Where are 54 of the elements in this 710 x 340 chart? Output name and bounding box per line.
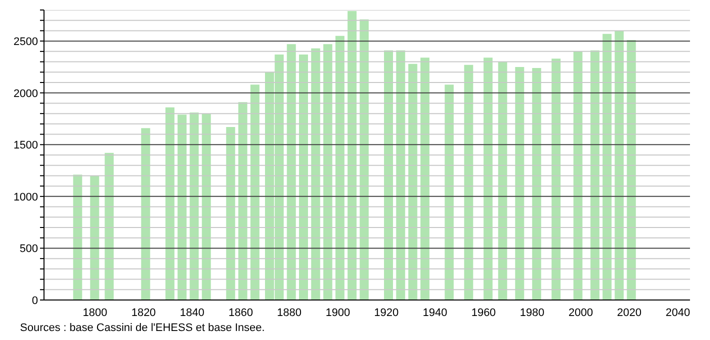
bar [484,58,493,300]
x-tick-label: 1940 [422,306,448,319]
y-tick-label: 500 [20,243,38,256]
bar [73,174,82,300]
bar [323,44,332,300]
y-tick-label: 2500 [14,36,38,48]
bar [464,64,474,300]
x-tick-label: 1860 [228,306,253,319]
bar [165,107,174,300]
bar [178,114,187,300]
bar [202,114,211,300]
x-tick-label: 1880 [277,306,302,319]
y-tick-label: 1000 [14,191,38,204]
bar [498,62,508,300]
bar [384,50,393,300]
bar [590,50,600,300]
bar [444,84,454,300]
bar [552,58,561,300]
x-tick-label: 1840 [180,306,204,319]
bar [532,68,542,300]
bar [238,102,248,300]
y-tick-label: 0 [32,294,38,307]
bar [311,48,320,300]
bar [190,112,199,300]
bar [573,51,582,300]
bar [226,127,236,300]
bar [408,64,418,300]
x-tick-label: 1820 [131,306,156,319]
y-tick-label: 2000 [14,88,38,100]
bar [348,11,357,300]
bar [104,152,114,300]
bar [141,128,150,300]
y-tick-label: 1500 [14,140,38,152]
bar [515,66,524,300]
x-tick-label: 2000 [568,306,593,319]
bar [420,58,430,300]
x-tick-label: 1900 [326,306,350,319]
bar [396,50,406,300]
bar [360,19,369,300]
x-tick-label: 1960 [471,306,496,319]
bar [250,84,260,300]
bar [335,36,344,300]
bar [626,40,636,300]
x-tick-label: 1800 [82,306,108,319]
bar [90,176,100,300]
source-note: Sources : base Cassini de l'EHESS et base Insee. [20,322,265,334]
x-tick-label: 2040 [666,306,690,319]
x-tick-label: 2020 [617,306,642,319]
bar [614,30,624,300]
bar [299,54,308,300]
x-tick-label: 1980 [520,306,544,319]
bar [602,34,612,300]
x-tick-label: 1920 [374,306,399,319]
bar [286,44,296,300]
